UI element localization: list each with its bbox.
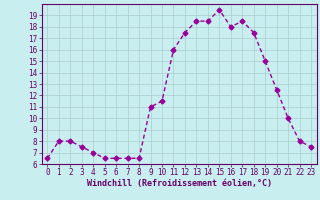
X-axis label: Windchill (Refroidissement éolien,°C): Windchill (Refroidissement éolien,°C)	[87, 179, 272, 188]
